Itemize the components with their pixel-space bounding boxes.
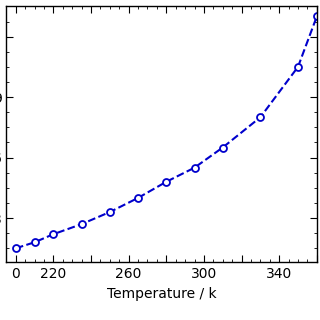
- X-axis label: Temperature / k: Temperature / k: [107, 287, 216, 301]
